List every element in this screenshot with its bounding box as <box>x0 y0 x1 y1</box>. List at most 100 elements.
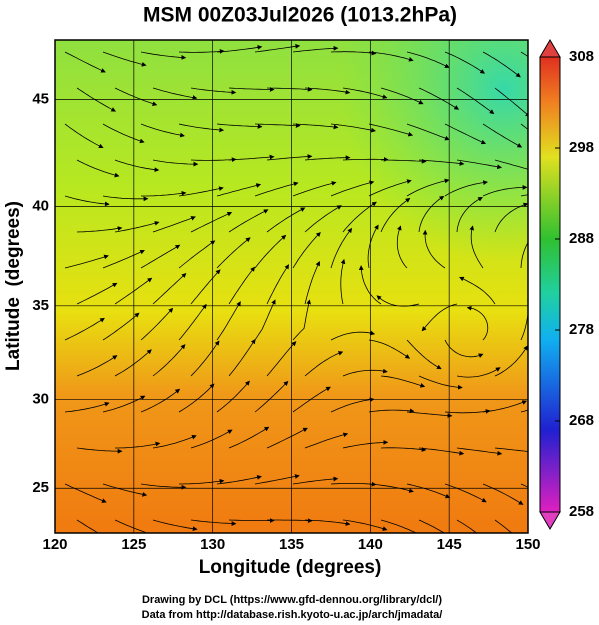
streamline <box>228 518 275 523</box>
streamline <box>456 87 495 115</box>
streamline <box>292 181 337 197</box>
streamline <box>76 519 99 533</box>
credit: Drawing by DCL (https://www.gfd-dennou.o… <box>142 594 442 606</box>
streamline <box>254 43 301 53</box>
streamline <box>190 157 237 163</box>
y-tick-label: 25 <box>32 479 49 496</box>
streamline <box>140 388 181 413</box>
streamline <box>152 344 186 377</box>
streamline <box>456 197 483 233</box>
y-tick-label: 30 <box>32 390 49 407</box>
streamline <box>64 195 110 207</box>
streamline <box>178 186 224 197</box>
streamline <box>76 355 118 377</box>
streamline <box>367 224 379 269</box>
streamline <box>64 401 110 413</box>
streamline <box>152 519 198 532</box>
streamline <box>76 159 120 178</box>
streamline <box>482 51 521 78</box>
streamline <box>228 87 275 92</box>
streamline <box>494 519 513 533</box>
streamline <box>64 123 104 149</box>
streamline <box>444 51 485 74</box>
streamline <box>406 123 450 141</box>
streamline <box>381 158 427 164</box>
streamline <box>422 229 446 269</box>
streamline <box>254 380 289 413</box>
streamline <box>304 155 351 161</box>
streamline <box>190 429 233 449</box>
streamline <box>444 483 487 503</box>
streamline <box>190 212 233 233</box>
streamline <box>466 305 489 341</box>
streamline <box>114 87 158 106</box>
streamline <box>102 51 147 67</box>
x-tick-label: 150 <box>515 536 540 553</box>
streamline <box>266 264 290 305</box>
streamline <box>380 87 424 105</box>
streamline <box>342 87 388 99</box>
streamline <box>254 123 301 128</box>
streamline <box>266 154 313 161</box>
streamline <box>152 159 199 167</box>
streamline <box>228 266 255 305</box>
streamline <box>380 447 427 452</box>
colorbar-tick-label: 278 <box>569 321 594 338</box>
streamline <box>418 519 446 533</box>
streamline <box>178 48 225 54</box>
y-tick-label: 40 <box>32 197 49 214</box>
streamline <box>102 483 148 497</box>
streamline <box>482 400 528 413</box>
streamline <box>520 241 528 269</box>
streamline <box>304 87 351 95</box>
streamline <box>342 440 389 449</box>
x-tick-label: 140 <box>358 536 383 553</box>
x-tick-label: 120 <box>42 536 67 553</box>
streamline <box>292 299 311 341</box>
streamline <box>444 409 491 414</box>
streamline <box>444 123 487 145</box>
colorbar <box>539 56 561 513</box>
streamline <box>115 441 161 449</box>
streamline <box>368 123 414 137</box>
streamline <box>102 312 140 341</box>
streamline <box>444 180 488 197</box>
streamline <box>254 299 276 341</box>
streamline <box>76 447 123 454</box>
streamline <box>406 483 451 499</box>
streamline <box>469 225 484 269</box>
streamline <box>114 519 158 533</box>
streamline <box>380 375 426 388</box>
streamline <box>292 45 339 53</box>
streamline <box>266 86 313 92</box>
streamline <box>216 475 262 485</box>
streamline <box>216 380 250 413</box>
streamline <box>418 375 463 390</box>
streamline <box>152 216 196 233</box>
streamline <box>228 338 256 377</box>
streamline <box>141 190 187 197</box>
x-tick-label: 130 <box>200 536 225 553</box>
streamline <box>140 244 181 269</box>
streamline <box>292 232 321 269</box>
streamline <box>368 483 414 493</box>
streamline <box>358 265 382 305</box>
streamline <box>216 301 241 341</box>
streamline <box>267 518 313 524</box>
colorbar-tick-label: 298 <box>569 139 594 156</box>
x-tick-label: 145 <box>437 536 462 553</box>
title: MSM 00Z03Jul2026 (1013.2hPa) <box>143 4 457 27</box>
streamline <box>152 87 198 100</box>
streamline <box>64 483 107 503</box>
streamline <box>114 159 160 173</box>
streamline <box>76 87 117 112</box>
streamline <box>380 197 411 233</box>
streamline <box>140 483 187 490</box>
streamline <box>342 368 388 377</box>
streamline <box>114 221 160 233</box>
streamline <box>304 432 349 449</box>
x-axis-label: Longitude (degrees) <box>199 557 382 578</box>
streamline <box>102 195 149 202</box>
streamline <box>342 519 388 531</box>
streamline <box>179 478 225 485</box>
